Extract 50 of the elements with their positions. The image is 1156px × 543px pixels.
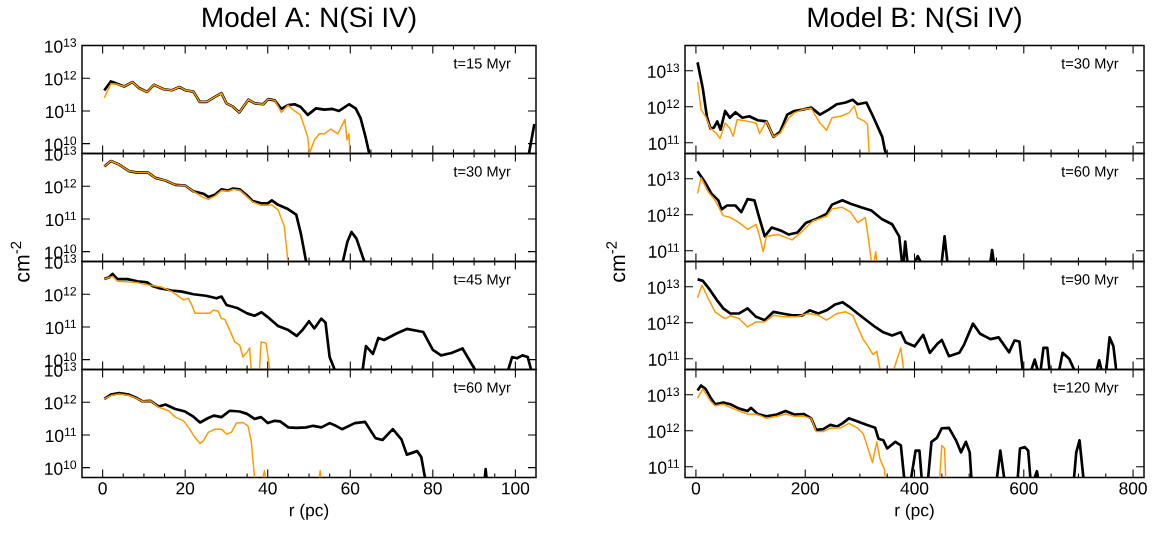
annotation: t=15 Myr — [453, 58, 511, 72]
x-tick-label: 40 — [258, 482, 277, 495]
x-tick-label: 0 — [691, 482, 701, 495]
y-tick-label: 10$^{12}$ — [45, 70, 76, 86]
annotation: t=120 Myr — [1053, 382, 1119, 396]
y-tick-label: 10$^{10}$ — [45, 460, 77, 475]
chart-title: Model B: N(Si IV) — [808, 6, 1021, 33]
x-tick-label: 20 — [176, 482, 195, 495]
x-tick-label: 80 — [423, 482, 442, 495]
y-tick-label: 10$^{11}$ — [46, 211, 77, 227]
y-tick-label: 10$^{13}$ — [648, 279, 680, 294]
annotation: t=60 Myr — [453, 382, 511, 396]
y-tick-label: 10$^{13}$ — [648, 63, 680, 78]
y-tick-label: 10$^{11}$ — [46, 103, 77, 119]
annotation: t=30 Myr — [1061, 58, 1119, 72]
x-axis-title: r (pc) — [895, 503, 934, 520]
y-axis-title: cm$^{-2}$ — [606, 241, 626, 282]
y-tick-label: 10$^{12}$ — [45, 287, 76, 302]
x-tick-label: 200 — [791, 482, 820, 495]
x-tick-label: 600 — [1010, 482, 1038, 495]
y-tick-label: 10$^{11}$ — [649, 351, 680, 366]
chart-title: Model A: N(Si IV) — [203, 6, 416, 33]
y-tick-label: 10$^{12}$ — [648, 315, 680, 330]
y-tick-label: 10$^{11}$ — [46, 319, 77, 335]
y-axis-title: cm$^{-2}$ — [10, 241, 30, 282]
y-tick-label: 10$^{12}$ — [45, 179, 76, 194]
x-axis-title: r (pc) — [289, 503, 329, 520]
annotation: t=90 Myr — [1061, 274, 1119, 288]
line-series — [103, 81, 351, 154]
line-series — [103, 160, 289, 262]
y-tick-label: 10$^{12}$ — [45, 395, 76, 410]
y-tick-label: 10$^{11}$ — [649, 135, 680, 150]
y-tick-label: 10$^{12}$ — [648, 99, 680, 114]
annotation: t=30 Myr — [453, 166, 511, 180]
line-series — [696, 81, 870, 154]
y-tick-label: 10$^{13}$ — [648, 171, 680, 186]
y-tick-label: 10$^{13}$ — [648, 387, 680, 402]
x-tick-label: 60 — [341, 482, 360, 495]
x-tick-label: 0 — [98, 482, 107, 495]
y-tick-label: 10$^{12}$ — [648, 423, 680, 438]
y-tick-label: 10$^{12}$ — [648, 207, 680, 222]
y-tick-label: 10$^{11}$ — [649, 243, 680, 258]
x-tick-label: 800 — [1119, 482, 1147, 495]
y-tick-label: 10$^{13}$ — [45, 38, 77, 53]
y-tick-label: 10$^{11}$ — [649, 459, 680, 474]
annotation: t=60 Myr — [1061, 166, 1119, 180]
x-tick-label: 100 — [502, 482, 530, 495]
x-tick-label: 400 — [900, 482, 929, 495]
y-tick-label: 10$^{11}$ — [46, 427, 77, 443]
annotation: t=45 Myr — [453, 274, 511, 288]
